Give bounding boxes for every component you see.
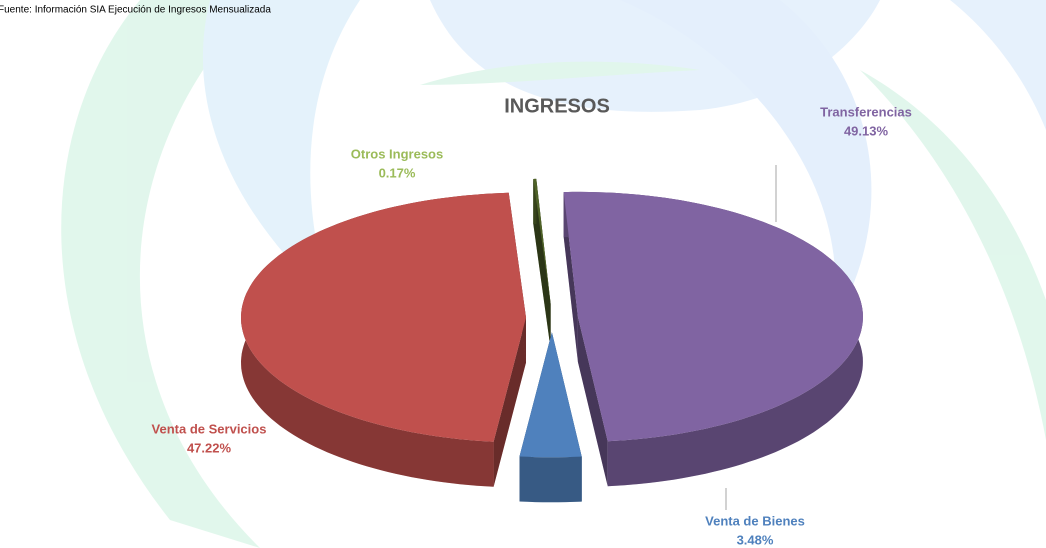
pie-slice xyxy=(241,192,526,442)
slice-side-shade xyxy=(493,317,526,487)
slice-value-label: 47.22% xyxy=(187,440,232,455)
slice-value-label: 0.17% xyxy=(379,165,416,180)
slice-label: Venta de Servicios xyxy=(152,421,267,436)
slice-side xyxy=(577,316,608,487)
swirl xyxy=(620,0,872,330)
slice-value-label: 3.48% xyxy=(737,532,774,547)
swirl xyxy=(950,0,1046,130)
pie-slice xyxy=(519,332,582,458)
swirl xyxy=(202,0,360,300)
slice-tops xyxy=(241,178,863,458)
slice-side xyxy=(519,456,582,503)
source-note: Fuente: Información SIA Ejecución de Ing… xyxy=(0,5,271,16)
slice-side xyxy=(493,317,526,487)
slice-value-label: 49.13% xyxy=(844,123,889,138)
slice-side-shade xyxy=(577,316,608,487)
slice-label: Otros Ingresos xyxy=(351,146,443,161)
slice-label: Venta de Bienes xyxy=(705,513,805,528)
swirl xyxy=(61,0,261,548)
chart-title: INGRESOS xyxy=(504,95,610,117)
pie-slice xyxy=(563,191,863,442)
slice-side-shade xyxy=(519,456,582,503)
slice-label: Transferencias xyxy=(820,104,912,119)
background-decoration xyxy=(61,0,1046,548)
data-labels: Transferencias 49.13% Venta de Bienes 3.48%… xyxy=(152,104,912,547)
swirl xyxy=(860,70,1046,440)
pie-slice xyxy=(533,178,551,304)
swirl xyxy=(420,61,700,85)
